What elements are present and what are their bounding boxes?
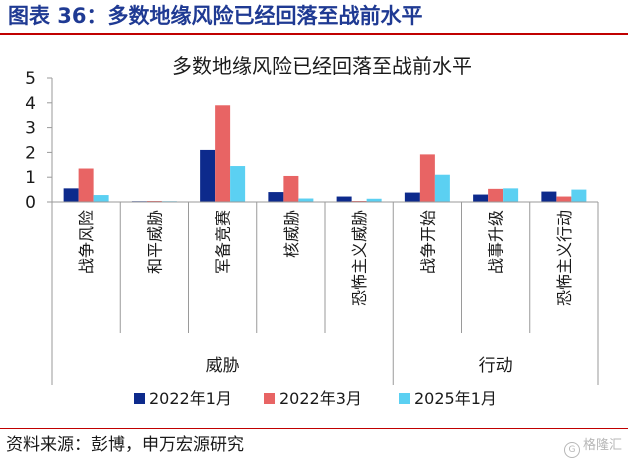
- watermark-text: 格隆汇: [582, 438, 622, 453]
- bar-3-5: [366, 198, 382, 202]
- legend: 2022年1月 2022年3月 2025年1月: [134, 389, 497, 408]
- y-tick-label: 2: [25, 143, 36, 163]
- source-note: 资料来源：彭博，申万宏源研究: [6, 435, 244, 455]
- legend-swatch: [134, 393, 145, 404]
- bar-1-3: [200, 149, 216, 202]
- watermark-logo-icon: G: [563, 442, 580, 458]
- y-tick-label: 1: [25, 168, 36, 188]
- legend-label: 2022年3月: [279, 389, 362, 408]
- bar-chart: 多数地缘风险已经回落至战前水平 0 1 2 3 4 5 战争风险 和平威胁 军备竞赛 核威胁 恐怖…: [25, 54, 599, 408]
- x-group-label: 威胁: [206, 356, 240, 376]
- x-category-label: 恐怖主义行动: [555, 210, 574, 306]
- bar-1-7: [473, 194, 489, 202]
- y-tick-label: 3: [25, 119, 36, 139]
- bar-2-1: [78, 168, 94, 202]
- bar-3-7: [503, 188, 519, 202]
- legend-swatch: [264, 393, 275, 404]
- bar-1-6: [404, 192, 420, 202]
- x-category-label: 核威胁: [282, 210, 301, 258]
- y-tick-label: 4: [25, 94, 36, 114]
- bar-3-4: [298, 198, 314, 202]
- chart-title: 多数地缘风险已经回落至战前水平: [172, 54, 472, 78]
- bar-2-6: [419, 154, 435, 202]
- x-category-label: 战事升级: [487, 210, 506, 274]
- bar-3-6: [434, 174, 450, 202]
- bar-2-7: [488, 188, 504, 202]
- x-category-label: 战争开始: [418, 210, 437, 274]
- bar-1-5: [336, 196, 352, 202]
- bar-2-8: [556, 196, 572, 202]
- bar-2-3: [215, 105, 231, 202]
- x-category-label: 和平威胁: [145, 210, 164, 274]
- y-tick-label: 5: [25, 69, 36, 89]
- x-category-label: 战争风险: [77, 210, 96, 274]
- x-category-label: 恐怖主义威胁: [350, 210, 369, 306]
- bar-1-4: [268, 192, 284, 202]
- x-category-label: 军备竞赛: [214, 210, 233, 274]
- y-tick-label: 0: [25, 193, 36, 213]
- title-divider: [0, 33, 628, 35]
- legend-label: 2022年1月: [149, 389, 232, 408]
- figure-title: 图表 36：多数地缘风险已经回落至战前水平: [8, 4, 423, 28]
- bar-1-1: [63, 188, 79, 202]
- legend-swatch: [399, 393, 410, 404]
- bar-3-8: [571, 189, 587, 202]
- footer-divider: [0, 428, 628, 429]
- bar-1-8: [541, 191, 557, 202]
- bars: [63, 105, 587, 203]
- y-axis: 0 1 2 3 4 5: [25, 69, 53, 213]
- bar-2-4: [283, 175, 299, 202]
- x-group-label: 行动: [479, 356, 513, 376]
- watermark: G 格隆汇: [563, 436, 622, 458]
- bar-3-3: [230, 166, 246, 202]
- legend-label: 2025年1月: [414, 389, 497, 408]
- bar-3-1: [93, 195, 109, 202]
